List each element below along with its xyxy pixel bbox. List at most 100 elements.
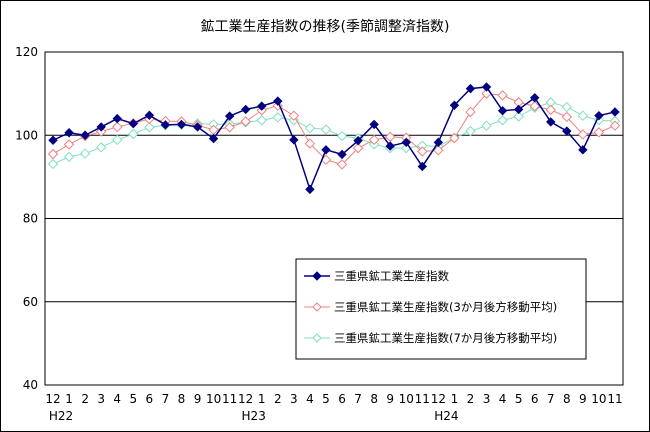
series-1-point xyxy=(64,128,74,138)
series-3-point xyxy=(95,142,107,153)
x-tick-label: 3 xyxy=(483,392,491,406)
series-1-point xyxy=(401,137,411,148)
series-2-point xyxy=(336,159,348,170)
series-1-point xyxy=(240,104,251,115)
legend-box xyxy=(295,258,587,360)
series-2-point xyxy=(465,106,476,118)
series-2-point xyxy=(545,104,556,116)
x-tick-label: 11 xyxy=(415,392,430,406)
x-tick-label: 7 xyxy=(547,392,555,406)
legend-entry-label: 三重県鉱工業生産指数(7か月後方移動平均) xyxy=(334,331,557,345)
chart-title: 鉱工業生産指数の推移(季節調整済指数) xyxy=(201,18,450,35)
series-1-point xyxy=(433,137,444,148)
x-tick-label: 3 xyxy=(290,392,298,406)
series-1-point xyxy=(449,100,460,110)
series-1-point xyxy=(337,149,347,160)
series-1-point xyxy=(144,110,155,120)
series-1-point xyxy=(192,122,203,132)
x-tick-label: 8 xyxy=(370,392,378,406)
x-tick-label: 10 xyxy=(591,392,606,406)
series-group xyxy=(47,82,621,195)
series-1-point xyxy=(160,120,171,130)
x-tick-label: 8 xyxy=(178,392,186,406)
series-2-point xyxy=(593,127,605,138)
series-2-point xyxy=(47,148,59,160)
series-2-point xyxy=(433,145,444,156)
series-2-point xyxy=(529,100,540,112)
series-1-point xyxy=(257,101,267,111)
series-3-point xyxy=(513,111,524,122)
y-tick-label: 80 xyxy=(23,212,38,226)
x-tick-label: 9 xyxy=(386,392,394,406)
y-tick-label: 40 xyxy=(23,378,38,392)
series-2-point xyxy=(577,129,589,140)
x-tick-label: 11 xyxy=(222,392,237,406)
x-tick-label: 7 xyxy=(162,392,170,406)
series-2-point xyxy=(561,111,573,123)
series-2-point xyxy=(63,139,75,150)
series-1-point xyxy=(208,133,219,144)
series-3-point xyxy=(47,158,59,170)
x-tick-label: 10 xyxy=(206,392,221,406)
series-1-point xyxy=(305,184,315,195)
series-1-point xyxy=(369,119,379,130)
series-1-point xyxy=(385,141,395,151)
x-tick-label: 7 xyxy=(354,392,362,406)
series-1-point xyxy=(465,83,476,94)
series-3-point xyxy=(112,134,123,146)
series-3-point xyxy=(256,115,267,126)
series-1-point xyxy=(546,117,556,127)
series-1 xyxy=(48,82,620,195)
series-1-point xyxy=(562,126,572,136)
x-tick-label: 1 xyxy=(258,392,266,406)
x-tick-label: 2 xyxy=(467,392,475,406)
series-3-point xyxy=(79,148,91,159)
series-1-point xyxy=(112,113,122,124)
series-3-point xyxy=(465,125,476,137)
legend-swatch-marker xyxy=(312,271,322,281)
x-tick-label: 6 xyxy=(146,392,154,406)
x-year-label: H24 xyxy=(434,409,458,423)
series-1-point xyxy=(481,82,492,92)
x-tick-label: 4 xyxy=(499,392,507,406)
series-3-point xyxy=(497,115,508,126)
legend-swatch-marker xyxy=(312,302,322,312)
x-tick-label: 8 xyxy=(563,392,571,406)
series-3-point xyxy=(63,151,75,163)
x-tick-label: 1 xyxy=(451,392,459,406)
series-1-point xyxy=(497,105,508,116)
series-2-point xyxy=(304,138,316,149)
series-2-point xyxy=(609,120,621,131)
series-2-point xyxy=(417,146,428,157)
x-tick-label: 6 xyxy=(338,392,346,406)
x-year-label: H22 xyxy=(49,409,73,423)
series-1-point xyxy=(273,96,283,106)
series-1-point xyxy=(578,145,588,155)
series-1-point xyxy=(353,135,363,146)
x-tick-label: 2 xyxy=(81,392,89,406)
x-tick-label: 2 xyxy=(274,392,282,406)
series-2-point xyxy=(368,134,380,146)
series-1-point xyxy=(128,118,139,129)
series-3-point xyxy=(336,130,348,142)
series-1-line xyxy=(52,86,616,192)
x-year-label: H23 xyxy=(242,409,266,423)
series-1-point xyxy=(48,135,58,145)
x-tick-label: 9 xyxy=(579,392,587,406)
x-tick-label: 11 xyxy=(607,392,622,406)
series-3-point xyxy=(320,124,332,135)
series-2-point xyxy=(224,122,235,133)
series-2-point xyxy=(240,116,251,127)
series-3-point xyxy=(304,122,316,134)
x-tick-label: 12 xyxy=(431,392,446,406)
x-tick-label: 3 xyxy=(97,392,105,406)
series-2-point xyxy=(497,90,508,101)
series-1-point xyxy=(96,122,106,132)
series-1-point xyxy=(594,110,604,121)
y-tick-label: 100 xyxy=(15,128,38,142)
x-tick-label: 4 xyxy=(306,392,314,406)
series-3-point xyxy=(577,110,589,121)
x-tick-label: 4 xyxy=(113,392,121,406)
